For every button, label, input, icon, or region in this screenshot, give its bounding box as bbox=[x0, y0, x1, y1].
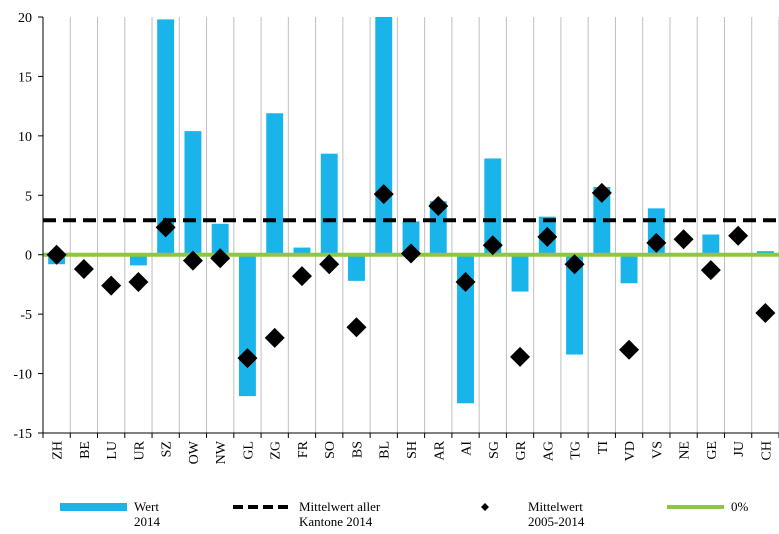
marker-FR bbox=[291, 266, 312, 287]
y-tick-label: -5 bbox=[20, 308, 32, 323]
category-label-UR: UR bbox=[132, 440, 147, 460]
marker-NW bbox=[210, 248, 231, 269]
marker-NE bbox=[673, 229, 694, 250]
legend-swatch-marker bbox=[481, 503, 489, 511]
marker-SZ bbox=[155, 217, 176, 238]
category-label-SG: SG bbox=[487, 441, 502, 459]
marker-SG bbox=[482, 235, 503, 256]
marker-ZH bbox=[46, 244, 67, 265]
bar-FR bbox=[293, 247, 311, 255]
category-label-CH: CH bbox=[759, 441, 774, 460]
y-axis-ticks: 20 15 10 5 0 -5 -10 -15 bbox=[13, 11, 43, 442]
marker-BL bbox=[373, 184, 394, 205]
marker-TI bbox=[591, 182, 612, 203]
category-label-LU: LU bbox=[105, 441, 120, 460]
category-label-OW: OW bbox=[187, 440, 202, 464]
category-label-AI: AI bbox=[460, 441, 475, 456]
bar-GE bbox=[702, 234, 720, 255]
marker-BE bbox=[73, 258, 94, 279]
marker-TG bbox=[564, 254, 585, 275]
category-label-TG: TG bbox=[569, 441, 584, 460]
category-label-GE: GE bbox=[705, 441, 720, 460]
marker-VS bbox=[646, 232, 667, 253]
marker-OW bbox=[182, 250, 203, 271]
category-label-JU: JU bbox=[732, 441, 747, 457]
category-label-GL: GL bbox=[241, 441, 256, 460]
category-label-BS: BS bbox=[350, 441, 365, 458]
legend: Wert 2014 Mittelwert aller Kantone 2014 Mitt… bbox=[60, 499, 749, 529]
category-label-BL: BL bbox=[378, 441, 393, 459]
category-label-SZ: SZ bbox=[160, 441, 175, 457]
vertical-gridlines bbox=[69, 17, 779, 433]
marker-GL bbox=[237, 348, 258, 369]
marker-BS bbox=[346, 317, 367, 338]
marker-JU bbox=[728, 225, 749, 246]
marker-AR bbox=[428, 195, 449, 216]
marker-SH bbox=[401, 243, 421, 264]
legend-label: Mittelwert aller Kantone 2014 bbox=[299, 499, 381, 529]
category-label-GR: GR bbox=[514, 440, 529, 460]
legend-swatch-bar bbox=[60, 503, 127, 511]
category-label-SO: SO bbox=[323, 441, 338, 459]
legend-label: Wert 2014 bbox=[134, 499, 161, 529]
bar-TG bbox=[566, 254, 584, 355]
bar-AR bbox=[429, 201, 447, 255]
category-label-ZH: ZH bbox=[51, 441, 66, 460]
category-label-NW: NW bbox=[214, 440, 229, 464]
bar-OW bbox=[184, 131, 202, 255]
category-label-ZG: ZG bbox=[269, 441, 284, 460]
marker-ZG bbox=[264, 327, 285, 348]
category-label-TI: TI bbox=[596, 441, 611, 455]
marker-GR bbox=[510, 346, 531, 367]
bar-UR bbox=[129, 254, 147, 266]
category-label-NE: NE bbox=[678, 441, 693, 460]
category-label-BE: BE bbox=[78, 441, 93, 459]
category-label-AG: AG bbox=[541, 441, 556, 461]
legend-label: 0% bbox=[731, 499, 749, 514]
bar-GL bbox=[238, 254, 256, 397]
y-tick-label: 0 bbox=[25, 249, 32, 264]
bar-SH bbox=[402, 221, 420, 255]
marker-AI bbox=[455, 272, 476, 293]
bar-ZG bbox=[266, 113, 284, 255]
marker-LU bbox=[101, 275, 122, 296]
bar-SO bbox=[320, 153, 338, 255]
category-label-VD: VD bbox=[623, 441, 638, 461]
y-tick-label: 20 bbox=[18, 11, 32, 26]
category-label-VS: VS bbox=[650, 441, 665, 459]
category-label-FR: FR bbox=[296, 440, 311, 458]
y-tick-label: -10 bbox=[13, 368, 32, 383]
bar-AI bbox=[457, 254, 474, 404]
bar-TI bbox=[593, 186, 611, 255]
marker-CH bbox=[755, 302, 776, 323]
category-label-AR: AR bbox=[432, 440, 447, 460]
marker-GE bbox=[700, 260, 721, 281]
bar-NW bbox=[211, 223, 229, 255]
marker-UR bbox=[128, 272, 149, 293]
bar-BS bbox=[348, 254, 365, 281]
category-label-SH: SH bbox=[405, 441, 420, 459]
y-tick-label: -15 bbox=[13, 427, 32, 442]
marker-VD bbox=[619, 339, 640, 360]
x-axis-ticks: ZH BE LU UR SZ OW NW GL ZG FR SO BS BL SH AR AI SG GR AG TG… bbox=[42, 433, 779, 464]
bar-series bbox=[48, 17, 774, 404]
y-tick-label: 5 bbox=[25, 189, 32, 204]
marker-AG bbox=[537, 226, 558, 247]
bar-SG bbox=[484, 158, 502, 255]
y-tick-label: 10 bbox=[18, 130, 32, 145]
legend-label: Mittelwert 2005-2014 bbox=[528, 499, 585, 529]
y-tick-label: 15 bbox=[18, 70, 32, 85]
marker-SO bbox=[319, 254, 340, 275]
bar-GR bbox=[511, 254, 529, 292]
axes bbox=[42, 17, 779, 434]
marker-series bbox=[46, 182, 776, 369]
bar-SZ bbox=[157, 19, 175, 255]
bar-VD bbox=[620, 254, 638, 284]
